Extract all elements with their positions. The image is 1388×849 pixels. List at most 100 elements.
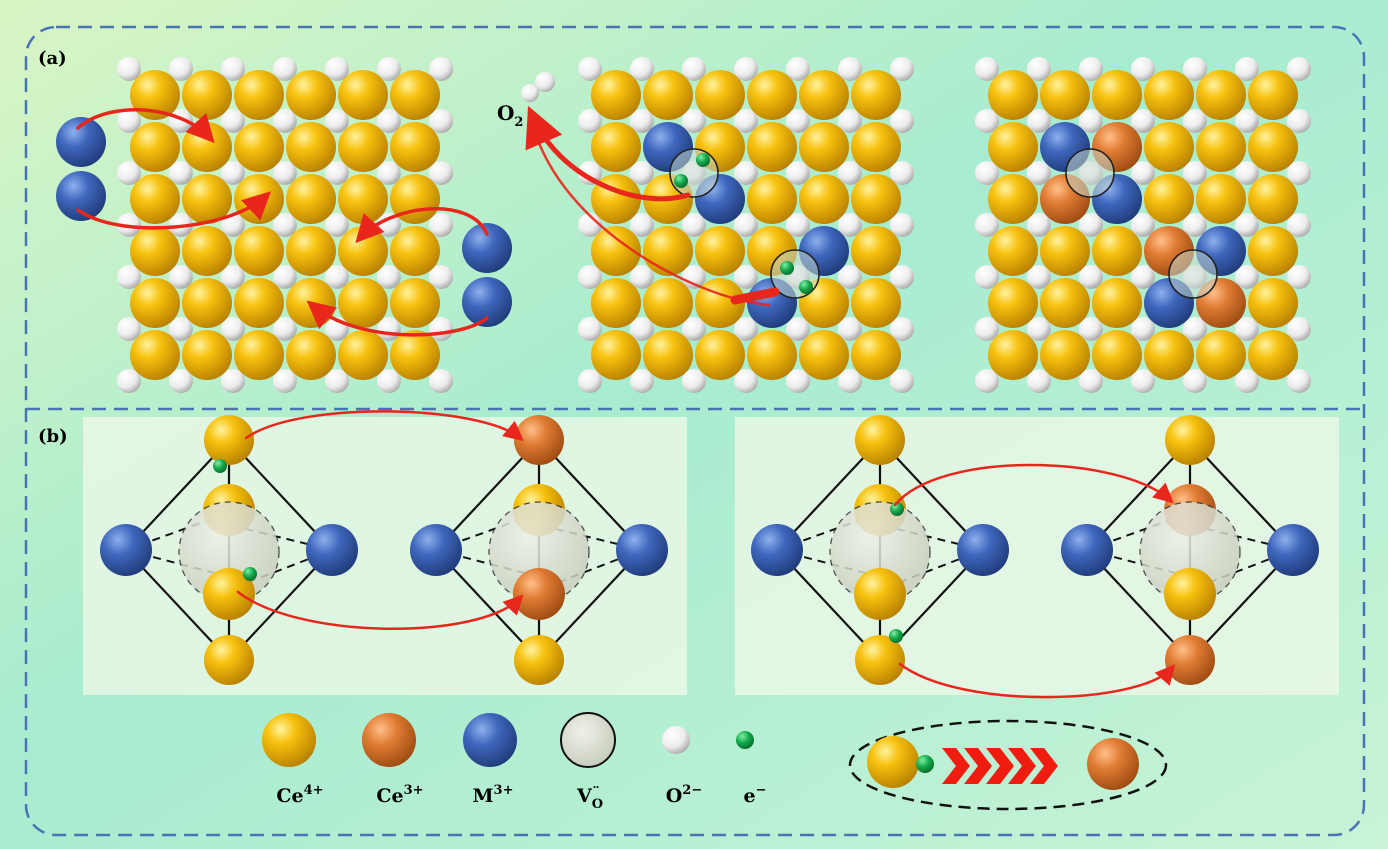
m3-ion-free bbox=[56, 171, 106, 221]
lower-cation bbox=[1164, 568, 1216, 620]
ce4-ion bbox=[286, 330, 336, 380]
oxygen-ion bbox=[273, 369, 297, 393]
oxygen-ion bbox=[787, 214, 809, 236]
oxygen-ion bbox=[1080, 318, 1102, 340]
m3-ion-free bbox=[56, 117, 106, 167]
ce4-ion bbox=[988, 278, 1038, 328]
oxygen-ion bbox=[631, 266, 653, 288]
arrow bbox=[244, 410, 524, 442]
oxygen-ion bbox=[429, 109, 453, 133]
ce4-ion bbox=[1040, 278, 1090, 328]
ce4-ion bbox=[338, 70, 388, 120]
lattice bbox=[975, 57, 1311, 393]
electron bbox=[213, 459, 227, 473]
lattice-group bbox=[56, 57, 1311, 393]
bottom-cation bbox=[514, 635, 564, 685]
legend-oxygen-label: O2− bbox=[666, 783, 703, 807]
chevron-arrow-icon bbox=[986, 748, 1014, 784]
ce4-ion bbox=[988, 122, 1038, 172]
oxygen-ion bbox=[787, 162, 809, 184]
oxygen-ion bbox=[1184, 318, 1206, 340]
oxygen-ion bbox=[735, 266, 757, 288]
oxygen-ion bbox=[578, 317, 602, 341]
m3-ion-free bbox=[462, 223, 512, 273]
m3-ion bbox=[306, 524, 358, 576]
oxygen-ion bbox=[734, 369, 758, 393]
oxygen-ion bbox=[429, 213, 453, 237]
ce4-ion bbox=[234, 70, 284, 120]
oxygen-ion bbox=[1287, 109, 1311, 133]
o2-atom bbox=[521, 84, 539, 102]
oxygen-ion bbox=[735, 214, 757, 236]
oxygen-ion bbox=[1287, 369, 1311, 393]
ce4-ion bbox=[390, 122, 440, 172]
ce4-ion bbox=[130, 174, 180, 224]
ce4-ion bbox=[1092, 330, 1142, 380]
oxygen-ion bbox=[890, 161, 914, 185]
legend: Ce4+ Ce3+ M3+ VO¨ O2− e− bbox=[262, 712, 1168, 812]
oxygen-ion bbox=[578, 57, 602, 81]
oxygen-ion bbox=[170, 266, 192, 288]
ce4-ion bbox=[643, 70, 693, 120]
oxygen-ion bbox=[1235, 369, 1259, 393]
ce4-ion bbox=[234, 122, 284, 172]
oxygen-ion bbox=[975, 317, 999, 341]
oxygen-ion bbox=[1287, 57, 1311, 81]
m3-ion bbox=[100, 524, 152, 576]
oxygen-ion bbox=[1287, 161, 1311, 185]
legend-vacancy-swatch bbox=[560, 712, 616, 768]
m3-ion-free bbox=[462, 277, 512, 327]
o2-label: O2 bbox=[497, 101, 523, 130]
oxygen-ion bbox=[117, 317, 141, 341]
ce4-ion bbox=[234, 174, 284, 224]
ce4-ion bbox=[1248, 122, 1298, 172]
ce4-ion bbox=[851, 278, 901, 328]
oxygen-ion bbox=[682, 57, 706, 81]
bottom-cation bbox=[855, 635, 905, 685]
oxygen-ion bbox=[890, 265, 914, 289]
oxygen-ion bbox=[222, 110, 244, 132]
ce4-ion bbox=[799, 122, 849, 172]
ce4-ion bbox=[182, 278, 232, 328]
outer-frame bbox=[24, 25, 1366, 837]
oxygen-ion bbox=[1287, 265, 1311, 289]
arrow bbox=[898, 662, 1176, 699]
oxygen-ion bbox=[838, 57, 862, 81]
ce4-ion bbox=[1040, 226, 1090, 276]
electron bbox=[780, 261, 794, 275]
ce4-ion bbox=[1196, 330, 1246, 380]
oxygen-ion bbox=[1027, 57, 1051, 81]
ce4-ion bbox=[286, 122, 336, 172]
oxygen-ion bbox=[631, 214, 653, 236]
oxygen-ion bbox=[890, 57, 914, 81]
ce4-ion bbox=[591, 70, 641, 120]
legend-electron-swatch bbox=[736, 731, 754, 749]
ce4-ion bbox=[695, 226, 745, 276]
ce4-ion bbox=[338, 330, 388, 380]
oxygen-ion bbox=[631, 318, 653, 340]
reduction-electron bbox=[916, 755, 934, 773]
ce4-ion bbox=[234, 330, 284, 380]
octahedron bbox=[751, 415, 1009, 685]
oxygen-ion bbox=[1287, 317, 1311, 341]
ce4-ion bbox=[1144, 70, 1194, 120]
legend-vacancy-label: VO bbox=[576, 785, 603, 812]
vacancy-ring bbox=[1168, 249, 1218, 299]
ce4-ion bbox=[851, 174, 901, 224]
ce4-ion bbox=[130, 70, 180, 120]
oxygen-ion bbox=[221, 57, 245, 81]
oxygen-ion bbox=[1236, 266, 1258, 288]
ce4-ion bbox=[747, 70, 797, 120]
oxygen-ion bbox=[630, 369, 654, 393]
oxygen-ion bbox=[170, 318, 192, 340]
oxygen-ion bbox=[326, 214, 348, 236]
oxygen-ion bbox=[578, 265, 602, 289]
ce4-ion bbox=[591, 122, 641, 172]
ce4-ion bbox=[1092, 70, 1142, 120]
oxygen-ion bbox=[1235, 57, 1259, 81]
oxygen-ion bbox=[838, 369, 862, 393]
oxygen-ion bbox=[222, 318, 244, 340]
ce4-ion bbox=[286, 70, 336, 120]
reduction-ce3 bbox=[1087, 738, 1139, 790]
electron bbox=[890, 502, 904, 516]
